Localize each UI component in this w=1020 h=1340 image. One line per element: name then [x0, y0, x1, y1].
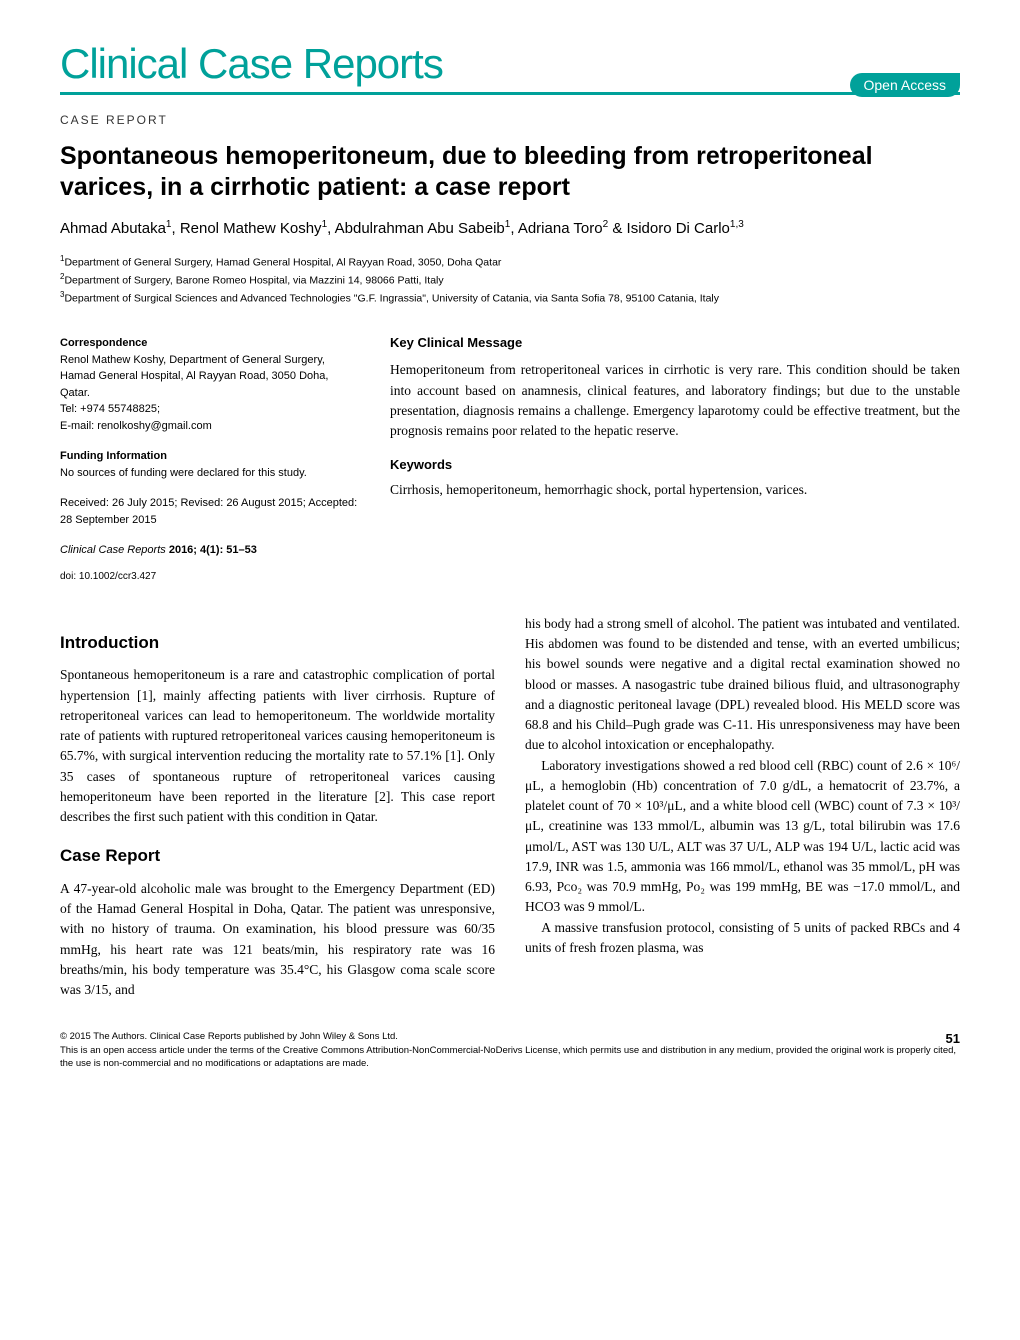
body-columns: Introduction Spontaneous hemoperitoneum … [60, 614, 960, 1001]
article-title: Spontaneous hemoperitoneum, due to bleed… [60, 141, 960, 204]
abstract-text: Hemoperitoneum from retroperitoneal vari… [390, 360, 960, 441]
dates-text: Received: 26 July 2015; Revised: 26 Augu… [60, 495, 360, 528]
open-access-badge: Open Access [850, 73, 961, 97]
page-number: 51 [946, 1030, 960, 1048]
keywords-heading: Keywords [390, 457, 960, 472]
journal-reference: Clinical Case Reports 2016; 4(1): 51–53 [60, 542, 360, 559]
case-report-heading: Case Report [60, 843, 495, 869]
introduction-heading: Introduction [60, 630, 495, 656]
body-column-right: his body had a strong smell of alcohol. … [525, 614, 960, 1001]
journal-header: Clinical Case Reports Open Access [60, 40, 960, 95]
abstract-column: Key Clinical Message Hemoperitoneum from… [390, 335, 960, 584]
meta-column: Correspondence Renol Mathew Koshy, Depar… [60, 335, 360, 584]
journal-ref-year: 2016; 4(1): 51–53 [169, 544, 257, 556]
body-column-left: Introduction Spontaneous hemoperitoneum … [60, 614, 495, 1001]
article-type-label: CASE REPORT [60, 113, 960, 127]
page-footer: © 2015 The Authors. Clinical Case Report… [60, 1030, 960, 1070]
journal-ref-name: Clinical Case Reports [60, 544, 166, 556]
affiliations: 1Department of General Surgery, Hamad Ge… [60, 253, 960, 308]
introduction-paragraph: Spontaneous hemoperitoneum is a rare and… [60, 665, 495, 827]
authors-line: Ahmad Abutaka1, Renol Mathew Koshy1, Abd… [60, 218, 960, 239]
abstract-heading: Key Clinical Message [390, 335, 960, 350]
correspondence-heading: Correspondence [60, 335, 360, 352]
case-paragraph-4: A massive transfusion protocol, consisti… [525, 918, 960, 959]
funding-heading: Funding Information [60, 448, 360, 465]
case-paragraph-1: A 47-year-old alcoholic male was brought… [60, 879, 495, 1001]
license-text: This is an open access article under the… [60, 1044, 960, 1071]
meta-abstract-row: Correspondence Renol Mathew Koshy, Depar… [60, 335, 960, 584]
journal-underline [60, 92, 960, 95]
copyright-text: © 2015 The Authors. Clinical Case Report… [60, 1030, 960, 1043]
case-paragraph-3: Laboratory investigations showed a red b… [525, 756, 960, 918]
doi-text: doi: 10.1002/ccr3.427 [60, 569, 360, 584]
journal-title: Clinical Case Reports [60, 40, 960, 88]
correspondence-text: Renol Mathew Koshy, Department of Genera… [60, 352, 360, 435]
keywords-text: Cirrhosis, hemoperitoneum, hemorrhagic s… [390, 480, 960, 500]
funding-text: No sources of funding were declared for … [60, 465, 360, 482]
case-paragraph-2: his body had a strong smell of alcohol. … [525, 614, 960, 756]
